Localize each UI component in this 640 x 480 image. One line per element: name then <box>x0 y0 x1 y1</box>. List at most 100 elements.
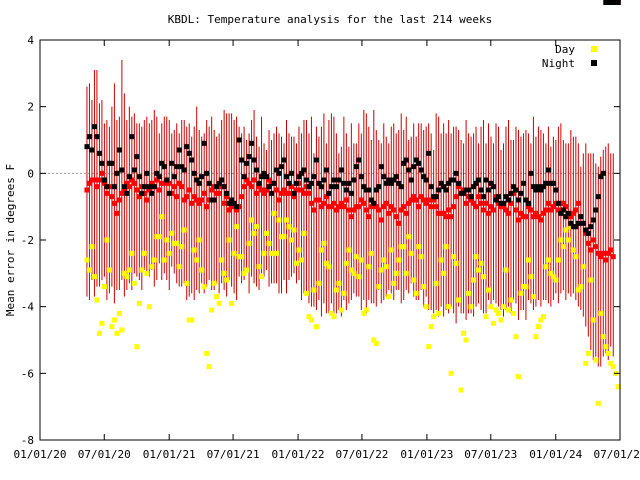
day-point <box>500 304 506 310</box>
day-point <box>496 310 502 316</box>
mean-point <box>286 190 292 196</box>
mean-point <box>111 200 117 206</box>
mean-point <box>244 177 250 183</box>
day-point <box>321 240 327 246</box>
mean-point <box>486 210 492 216</box>
night-point <box>176 147 182 153</box>
night-point <box>201 140 207 146</box>
night-point <box>219 177 225 183</box>
mean-point <box>373 204 379 210</box>
night-point <box>418 167 424 173</box>
day-point <box>363 307 369 313</box>
day-point <box>326 264 332 270</box>
night-point <box>86 134 92 140</box>
x-tick-label: 07/01/21 <box>207 448 260 461</box>
night-point <box>525 200 531 206</box>
mean-point <box>416 204 422 210</box>
night-point <box>261 170 267 176</box>
legend-night-label: Night <box>542 57 575 70</box>
night-point <box>331 177 337 183</box>
night-point <box>416 160 422 166</box>
mean-point <box>588 247 594 253</box>
mean-point <box>366 214 372 220</box>
night-point <box>298 170 304 176</box>
day-point <box>423 304 429 310</box>
mean-point <box>550 204 556 210</box>
mean-point <box>560 200 566 206</box>
day-point <box>266 240 272 246</box>
day-point <box>291 227 297 233</box>
day-point <box>221 270 227 276</box>
mean-point <box>518 210 524 216</box>
x-tick-label: 07/01/22 <box>335 448 388 461</box>
night-point <box>181 167 187 173</box>
night-point <box>513 187 519 193</box>
night-point <box>595 194 601 200</box>
mean-point <box>343 197 349 203</box>
mean-point <box>476 194 482 200</box>
night-point <box>326 190 332 196</box>
mean-point <box>276 197 282 203</box>
day-point <box>548 270 554 276</box>
night-point <box>396 180 402 186</box>
day-point <box>543 264 549 270</box>
night-point <box>306 184 312 190</box>
night-point <box>234 204 240 210</box>
night-point <box>401 160 407 166</box>
mean-point <box>293 187 299 193</box>
day-point <box>431 314 437 320</box>
night-point <box>481 194 487 200</box>
mean-point <box>545 200 551 206</box>
night-point <box>136 174 142 180</box>
night-point <box>583 227 589 233</box>
x-tick-label: 07/01/20 <box>78 448 131 461</box>
night-point <box>453 170 459 176</box>
night-point <box>520 180 526 186</box>
night-point <box>488 180 494 186</box>
day-point <box>468 304 474 310</box>
night-point <box>593 207 599 213</box>
night-point <box>166 190 172 196</box>
day-point <box>600 334 606 340</box>
mean-point <box>548 207 554 213</box>
night-point <box>371 200 377 206</box>
night-point <box>283 174 289 180</box>
day-point <box>593 357 599 363</box>
mean-point <box>525 204 531 210</box>
day-point <box>121 270 127 276</box>
night-point <box>590 217 596 223</box>
mean-point <box>411 194 417 200</box>
day-point <box>508 297 514 303</box>
night-point <box>535 184 541 190</box>
night-point <box>553 187 559 193</box>
night-point <box>421 174 427 180</box>
mean-point <box>513 207 519 213</box>
day-point <box>525 257 531 263</box>
night-point <box>169 160 175 166</box>
mean-point <box>456 184 462 190</box>
night-point <box>288 170 294 176</box>
night-point <box>151 184 157 190</box>
day-point <box>555 257 561 263</box>
night-point <box>508 190 514 196</box>
day-point <box>101 284 107 290</box>
day-point <box>403 270 409 276</box>
night-point <box>378 164 384 170</box>
night-point <box>438 180 444 186</box>
day-point <box>306 314 312 320</box>
day-point <box>438 257 444 263</box>
mean-point <box>101 180 107 186</box>
mean-point <box>533 210 539 216</box>
x-tick-label: 01/01/24 <box>529 448 582 461</box>
day-point <box>356 274 362 280</box>
night-point <box>443 187 449 193</box>
night-point <box>296 174 302 180</box>
day-point <box>283 217 289 223</box>
day-point <box>406 234 412 240</box>
mean-point <box>336 204 342 210</box>
mean-point <box>523 214 529 220</box>
mean-point <box>96 177 102 183</box>
day-point <box>488 304 494 310</box>
mean-point <box>503 207 509 213</box>
night-point <box>226 200 232 206</box>
